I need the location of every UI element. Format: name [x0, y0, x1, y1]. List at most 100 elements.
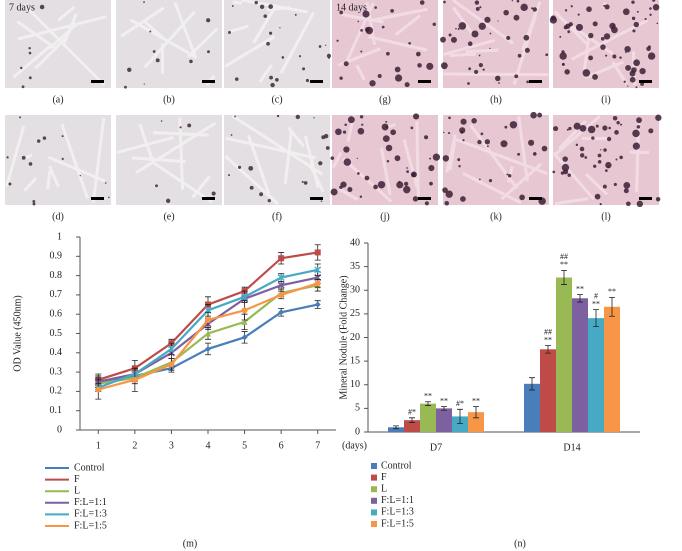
photo-spot: [564, 9, 568, 12]
photo-label: (c): [271, 94, 282, 105]
bar: [452, 416, 468, 432]
error-bar: [593, 309, 599, 328]
error-bar: [529, 377, 535, 391]
legend-label: F:L=1:3: [74, 509, 107, 520]
y-tick-label: 5: [355, 403, 360, 414]
photo-texture: [415, 121, 420, 197]
error-bar: [393, 425, 399, 430]
marker: [278, 255, 285, 262]
photo-spot: [442, 187, 448, 193]
photo-texture: [365, 2, 377, 46]
photo: [116, 0, 222, 88]
photo-texture: [469, 123, 519, 190]
x-tick-label: 3: [169, 440, 174, 451]
error-bar: [609, 296, 615, 317]
marker: [167, 345, 175, 353]
photo-spot: [458, 165, 461, 168]
photo-texture: [462, 172, 522, 205]
photo-spot: [179, 126, 182, 129]
photo-spot: [612, 115, 618, 121]
photo-spot: [385, 144, 393, 152]
photo-spot: [633, 21, 640, 28]
scale-bar: [202, 197, 215, 200]
legend-entry: L: [45, 485, 80, 496]
photo-label: (d): [52, 211, 64, 222]
photo-texture: [23, 177, 38, 192]
photo-spot: [432, 153, 441, 161]
photo-spot: [655, 114, 662, 121]
photo-spot: [270, 82, 275, 88]
photo-spot: [343, 61, 349, 67]
photo-spot: [623, 188, 629, 194]
photo-spot: [403, 185, 411, 194]
photo-spot: [455, 27, 457, 30]
legend-entry: L: [371, 483, 387, 494]
photo-spot: [562, 156, 568, 162]
photo-spot: [559, 35, 562, 38]
photo-spot: [143, 83, 145, 85]
photo-spot: [588, 32, 594, 39]
photo-spot: [385, 120, 388, 123]
photo-panel: [5, 115, 111, 206]
photo-spot: [553, 126, 559, 132]
photo-texture: [46, 170, 52, 190]
x-tick-label: 7: [315, 440, 320, 451]
photo-spot: [326, 53, 332, 58]
photo-spot: [206, 18, 211, 23]
photo-spot: [149, 30, 152, 33]
photo-panel: [330, 113, 441, 206]
y-tick-label: 0.7: [50, 289, 63, 300]
photo-texture: [368, 35, 428, 52]
photo-spot: [620, 123, 623, 126]
photo-label: (j): [380, 211, 389, 222]
photo-spot: [298, 55, 302, 58]
photo-spot: [602, 184, 607, 189]
scale-bar: [418, 80, 431, 83]
y-tick-label: 20: [350, 332, 360, 343]
photo-spot: [412, 196, 419, 202]
photo-spot: [339, 10, 344, 15]
photo-spot: [625, 51, 627, 54]
bar-chart: 0 5 10 15 20 25 30 35 40 Mineral Nodule (Fold Cha…: [338, 237, 640, 549]
photo-spot: [347, 187, 353, 193]
significance-label: #*: [408, 408, 416, 417]
photo-spot: [471, 30, 479, 38]
photo-spot: [42, 136, 47, 140]
photo-spot: [471, 118, 477, 124]
photo-spot: [603, 33, 611, 40]
photo-texture: [56, 5, 76, 22]
photo-spot: [32, 200, 36, 203]
photo-spot: [360, 29, 363, 32]
photo-spot: [394, 155, 401, 162]
photo-spot: [276, 114, 280, 118]
photo-spot: [624, 45, 631, 53]
error-bar: [425, 401, 431, 406]
x-tick-label: 6: [279, 440, 284, 451]
photo-texture: [448, 141, 457, 171]
photo-spot: [404, 82, 410, 88]
photo-texture: [279, 12, 315, 74]
significance-label: ##: [544, 327, 552, 336]
photo-texture: [584, 172, 608, 196]
photo-spot: [396, 181, 404, 189]
photo-spot: [608, 126, 611, 130]
photo-spot: [631, 16, 636, 21]
error-bar-line: [425, 401, 431, 406]
x-axis-unit: (days): [342, 440, 367, 451]
photo-texture: [241, 0, 309, 14]
legend-label: L: [74, 485, 80, 496]
photo-spot: [652, 0, 656, 2]
bar: [388, 427, 404, 432]
photo-spot: [575, 143, 579, 147]
photo-spot: [152, 50, 156, 53]
photo-spot: [330, 188, 338, 196]
photo-texture: [224, 155, 280, 206]
photo-spot: [506, 35, 511, 41]
photo-spot: [305, 78, 310, 83]
photo-spot: [432, 22, 436, 27]
photo-spot: [561, 163, 570, 172]
photo-spot: [424, 135, 429, 140]
y-tick-label: 40: [350, 237, 360, 248]
photo-spot: [328, 57, 330, 59]
